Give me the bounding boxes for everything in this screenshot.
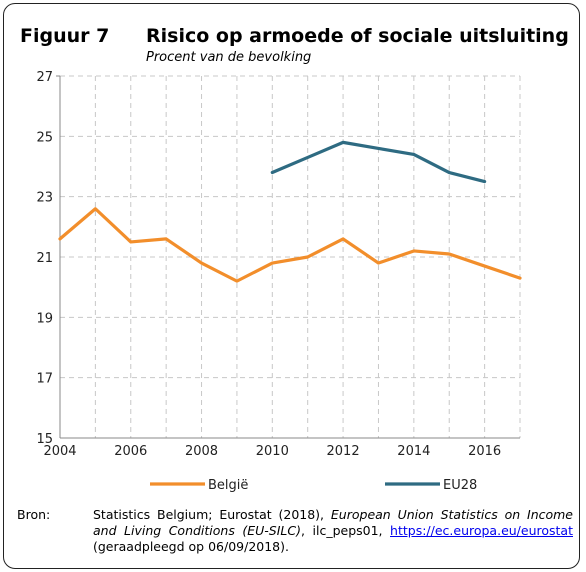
figure-title: Risico op armoede of sociale uitsluiting (146, 25, 569, 47)
series-line-eu28 (270, 140, 487, 184)
x-tick-label: 2008 (185, 444, 218, 459)
source-plain: Statistics Belgium; Eurostat (2018), (93, 507, 331, 522)
y-tick-label: 21 (36, 251, 53, 266)
chart-series (58, 140, 522, 283)
series-line-belgi- (58, 207, 522, 283)
x-tick-label: 2014 (397, 444, 430, 459)
y-tick-label: 19 (36, 311, 53, 326)
y-tick-label: 23 (36, 191, 53, 206)
source-after-italic: , ilc_peps01, (301, 523, 391, 538)
y-axis-ticks: 15 17 19 21 23 25 27 (36, 70, 53, 447)
y-tick-label: 27 (36, 70, 53, 85)
figure-frame (3, 3, 580, 569)
source-label: Bron: (17, 507, 51, 522)
legend-label: EU28 (443, 478, 477, 493)
figure-label: Figuur 7 (20, 25, 110, 47)
source-link[interactable]: https://ec.europa.eu/eurostat (390, 523, 573, 538)
source-text: Statistics Belgium; Eurostat (2018), Eur… (93, 507, 573, 555)
y-tick-label: 15 (36, 432, 53, 447)
y-tick-label: 17 (36, 372, 53, 387)
x-axis-ticks: 2004 2006 2008 2010 2012 2014 2016 (43, 444, 501, 459)
figure-subtitle: Procent van de bevolking (146, 50, 312, 65)
y-tick-label: 25 (36, 130, 53, 145)
x-tick-label: 2012 (327, 444, 360, 459)
chart-axes (56, 75, 520, 439)
source-italic: European Union Statistics on Income and … (93, 507, 573, 538)
x-tick-label: 2016 (468, 444, 501, 459)
chart-grid (60, 75, 521, 438)
x-tick-label: 2010 (256, 444, 289, 459)
chart-legend: België EU28 (150, 478, 477, 493)
x-tick-label: 2004 (43, 444, 76, 459)
x-tick-label: 2006 (114, 444, 147, 459)
source-end: (geraadpleegd op 06/09/2018). (93, 539, 289, 554)
legend-label: België (208, 478, 248, 493)
